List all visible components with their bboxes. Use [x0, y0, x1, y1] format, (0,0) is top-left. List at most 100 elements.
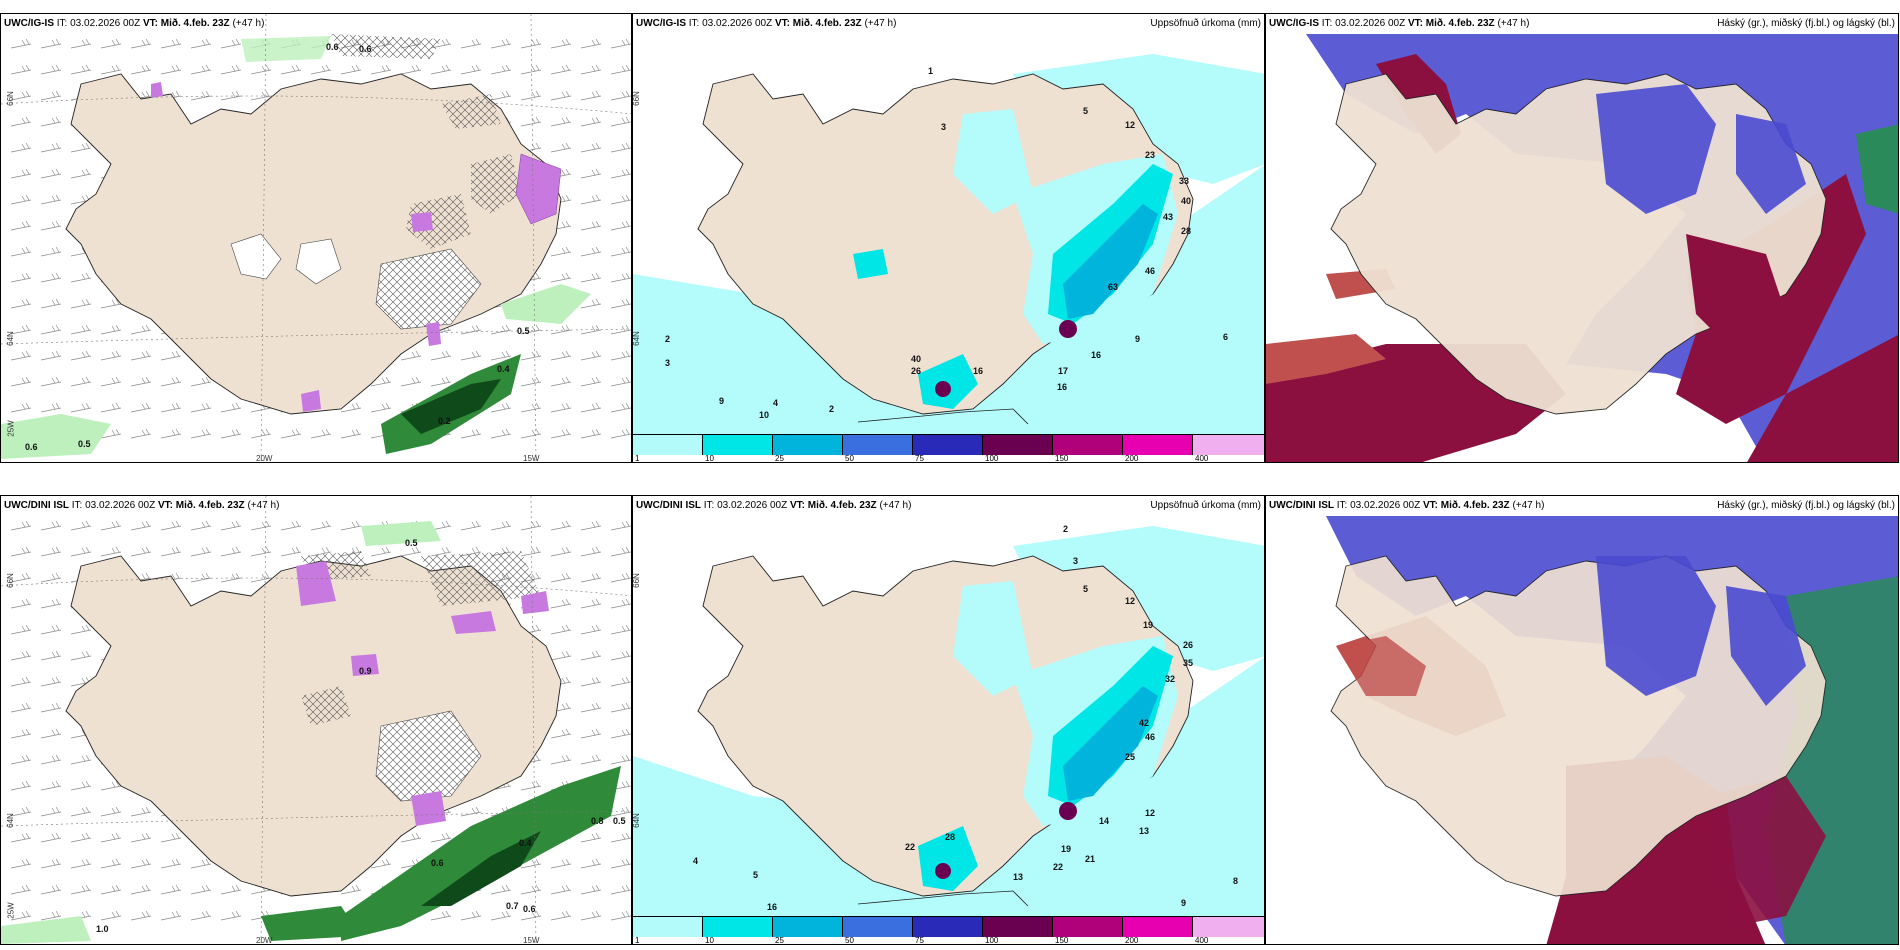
- precip-label: 35: [1183, 658, 1194, 668]
- precip-label: 8: [1233, 876, 1239, 886]
- lon-label: 15W: [523, 936, 540, 945]
- precip-label: 26: [911, 366, 922, 376]
- precip-label: 6: [1223, 332, 1229, 342]
- precip-label: 40: [911, 354, 922, 364]
- legend-tick: 400: [1195, 936, 1209, 945]
- legend-tick: 50: [845, 454, 854, 463]
- panel-header: UWC/IG-IS IT: 03.02.2026 00Z VT: Mið. 4.…: [1269, 18, 1530, 29]
- snow-label: 0.9: [359, 666, 372, 676]
- precip-label: 42: [1139, 718, 1150, 728]
- precip-label: 5: [1083, 584, 1089, 594]
- precip-label: 12: [1125, 596, 1136, 606]
- precip-label: 1: [928, 66, 934, 76]
- precip-label: 13: [1013, 872, 1024, 882]
- precip-label: 13: [1139, 826, 1150, 836]
- lon-label: 20W: [256, 454, 273, 463]
- precip-label: 16: [973, 366, 984, 376]
- precip-label: 5: [753, 870, 759, 880]
- map-canvas: [1, 14, 631, 462]
- precip-label: 22: [1053, 862, 1064, 872]
- precip-label: 16: [1057, 382, 1068, 392]
- precip-label: 2: [1063, 524, 1069, 534]
- legend-tick: 150: [1055, 936, 1069, 945]
- lat-label: 64N: [5, 813, 15, 828]
- panel-top-middle: UWC/IG-IS IT: 03.02.2026 00Z VT: Mið. 4.…: [632, 13, 1265, 463]
- snow-label: 0.5: [405, 538, 418, 548]
- panel-bottom-left: UWC/DINI ISL IT: 03.02.2026 00Z VT: Mið.…: [0, 495, 632, 945]
- legend-tick: 200: [1125, 454, 1139, 463]
- snow-label: 0.5: [613, 816, 626, 826]
- legend-tick: 75: [915, 936, 924, 945]
- precip-label: 22: [905, 842, 916, 852]
- map-canvas: [1266, 496, 1898, 944]
- precip-label: 16: [1091, 350, 1102, 360]
- legend-tick: 10: [705, 454, 714, 463]
- precip-label: 10: [759, 410, 770, 420]
- panel-header: UWC/DINI ISL IT: 03.02.2026 00Z VT: Mið.…: [636, 500, 912, 511]
- snow-label: 0.4: [497, 364, 510, 374]
- color-legend: 1 10 25 50 75 100 150 200 400: [633, 434, 1264, 463]
- color-legend: 1 10 25 50 75 100 150 200 400: [633, 916, 1264, 945]
- legend-tick: 400: [1195, 454, 1209, 463]
- lat-label: 66N: [632, 91, 641, 106]
- precip-label: 23: [1145, 150, 1156, 160]
- snow-label: 0.6: [359, 44, 372, 54]
- panel-title: Uppsöfnuð úrkoma (mm): [1150, 500, 1261, 511]
- precip-label: 25: [1125, 752, 1136, 762]
- precip-label: 32: [1165, 674, 1176, 684]
- precip-label: 3: [941, 122, 947, 132]
- precip-label: 5: [1083, 106, 1089, 116]
- panel-title: Uppsöfnuð úrkoma (mm): [1150, 18, 1261, 29]
- precip-label: 33: [1179, 176, 1190, 186]
- map-canvas: [1266, 14, 1898, 462]
- snow-label: 1.0: [96, 924, 109, 934]
- legend-tick: 10: [705, 936, 714, 945]
- precip-label: 21: [1085, 854, 1096, 864]
- precip-label: 2: [665, 334, 671, 344]
- precip-label: 16: [767, 902, 778, 912]
- precip-label: 26: [1183, 640, 1194, 650]
- panel-header: UWC/IG-IS IT: 03.02.2026 00Z VT: Mið. 4.…: [4, 18, 265, 29]
- snow-label: 0.7: [506, 901, 519, 911]
- precip-label: 3: [665, 358, 671, 368]
- legend-tick: 25: [775, 454, 784, 463]
- lat-label: 66N: [632, 573, 641, 588]
- panel-bottom-right: UWC/DINI ISL IT: 03.02.2026 00Z VT: Mið.…: [1265, 495, 1899, 945]
- precip-label: 28: [1181, 226, 1192, 236]
- snow-label: 0.8: [591, 816, 604, 826]
- lat-label: 64N: [5, 331, 15, 346]
- precip-label: 14: [1099, 816, 1110, 826]
- snow-label: 0.6: [523, 904, 536, 914]
- legend-tick: 50: [845, 936, 854, 945]
- panel-title: Háský (gr.), miðský (fj.bl.) og lágský (…: [1717, 18, 1895, 29]
- precip-label: 17: [1058, 366, 1069, 376]
- precip-label: 9: [719, 396, 725, 406]
- panel-top-right: UWC/IG-IS IT: 03.02.2026 00Z VT: Mið. 4.…: [1265, 13, 1899, 463]
- legend-tick: 100: [985, 936, 999, 945]
- precip-label: 43: [1163, 212, 1174, 222]
- precip-label: 3: [1073, 556, 1079, 566]
- snow-label: 0.6: [326, 42, 339, 52]
- precip-label: 46: [1145, 732, 1156, 742]
- precip-label: 9: [1135, 334, 1141, 344]
- legend-tick: 100: [985, 454, 999, 463]
- legend-tick: 25: [775, 936, 784, 945]
- legend-tick: 75: [915, 454, 924, 463]
- snow-label: 0.5: [78, 439, 91, 449]
- lat-label: 64N: [632, 331, 641, 346]
- map-canvas: [633, 14, 1264, 434]
- panel-bottom-middle: UWC/DINI ISL IT: 03.02.2026 00Z VT: Mið.…: [632, 495, 1265, 945]
- snow-label: 0.5: [517, 326, 530, 336]
- precip-label: 12: [1125, 120, 1136, 130]
- precip-label: 9: [1181, 898, 1187, 908]
- map-canvas: [1, 496, 631, 944]
- panel-title: Háský (gr.), miðský (fj.bl.) og lágský (…: [1717, 500, 1895, 511]
- precip-label: 46: [1145, 266, 1156, 276]
- snow-label: 0.4: [519, 838, 532, 848]
- snow-label: 0.2: [438, 416, 451, 426]
- precip-label: 19: [1143, 620, 1154, 630]
- legend-tick: 1: [635, 454, 640, 463]
- lat-label: 66N: [5, 573, 15, 588]
- panel-header: UWC/DINI ISL IT: 03.02.2026 00Z VT: Mið.…: [1269, 500, 1545, 511]
- precip-label: 4: [693, 856, 699, 866]
